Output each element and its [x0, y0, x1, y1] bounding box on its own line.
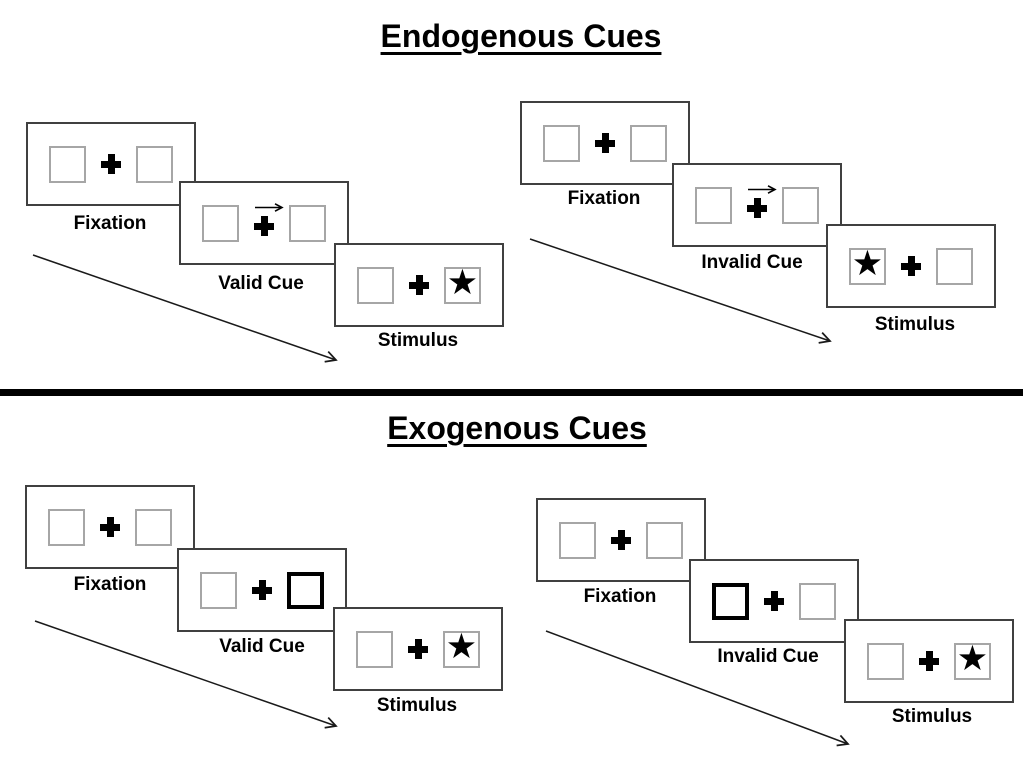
timeline-arrow-exogenous-invalid — [545, 630, 850, 747]
right-placeholder-box — [936, 247, 973, 285]
fixation-cross-icon — [901, 256, 921, 276]
left-placeholder-box — [357, 266, 394, 304]
panel-exogenous-valid-stimulus: ★ — [333, 607, 503, 691]
panel-exogenous-valid-cue — [177, 548, 347, 632]
cue-arrow-icon — [255, 203, 284, 212]
section-divider — [0, 389, 1023, 396]
cue-arrow-icon — [748, 185, 777, 194]
right-target-box: ★ — [444, 262, 481, 304]
left-placeholder-box — [695, 186, 732, 224]
label-exogenous-valid-stimulus: Stimulus — [376, 695, 458, 716]
fixation-cross-icon — [919, 651, 939, 671]
left-placeholder-box — [200, 571, 237, 609]
right-placeholder-box — [630, 124, 667, 162]
label-endogenous-valid-fixation: Fixation — [73, 213, 147, 234]
left-placeholder-box — [356, 630, 393, 668]
left-placeholder-box — [867, 642, 904, 680]
target-star-icon: ★ — [445, 626, 478, 667]
left-cue-highlight-box — [712, 582, 749, 620]
left-placeholder-box — [202, 204, 239, 242]
panel-endogenous-invalid-fixation — [520, 101, 690, 185]
label-endogenous-invalid-fixation: Fixation — [567, 188, 641, 209]
right-target-box: ★ — [954, 638, 991, 680]
right-placeholder-box — [799, 582, 836, 620]
panel-endogenous-valid-cue — [179, 181, 349, 265]
fixation-cross-icon — [254, 216, 274, 236]
left-placeholder-box — [543, 124, 580, 162]
label-exogenous-valid-cue: Valid Cue — [219, 636, 305, 657]
central-cue-group — [736, 184, 778, 218]
fixation-cross-icon — [252, 580, 272, 600]
target-star-icon: ★ — [851, 243, 884, 284]
label-endogenous-invalid-stimulus: Stimulus — [874, 314, 956, 335]
label-exogenous-invalid-fixation: Fixation — [583, 586, 657, 607]
label-exogenous-valid-fixation: Fixation — [73, 574, 147, 595]
central-cue-group — [243, 202, 285, 236]
fixation-cross-icon — [595, 133, 615, 153]
target-star-icon: ★ — [446, 262, 479, 303]
left-placeholder-box — [49, 145, 86, 183]
fixation-cross-icon — [408, 639, 428, 659]
fixation-cross-icon — [100, 517, 120, 537]
section-title-exogenous: Exogenous Cues — [387, 410, 647, 446]
left-target-box: ★ — [849, 243, 886, 285]
right-placeholder-box — [782, 186, 819, 224]
left-placeholder-box — [559, 521, 596, 559]
right-placeholder-box — [135, 508, 172, 546]
right-placeholder-box — [136, 145, 173, 183]
fixation-cross-icon — [409, 275, 429, 295]
label-exogenous-invalid-cue: Invalid Cue — [717, 646, 819, 667]
fixation-cross-icon — [101, 154, 121, 174]
right-cue-highlight-box — [287, 571, 324, 609]
fixation-cross-icon — [764, 591, 784, 611]
right-target-box: ★ — [443, 626, 480, 668]
right-placeholder-box — [646, 521, 683, 559]
panel-endogenous-valid-stimulus: ★ — [334, 243, 504, 327]
panel-exogenous-valid-fixation — [25, 485, 195, 569]
section-title-endogenous: Endogenous Cues — [380, 18, 662, 54]
panel-exogenous-invalid-stimulus: ★ — [844, 619, 1014, 703]
fixation-cross-icon — [747, 198, 767, 218]
fixation-cross-icon — [611, 530, 631, 550]
panel-exogenous-invalid-cue — [689, 559, 859, 643]
panel-endogenous-invalid-cue — [672, 163, 842, 247]
target-star-icon: ★ — [956, 638, 989, 679]
right-placeholder-box — [289, 204, 326, 242]
label-endogenous-valid-stimulus: Stimulus — [377, 330, 459, 351]
panel-endogenous-valid-fixation — [26, 122, 196, 206]
panel-endogenous-invalid-stimulus: ★ — [826, 224, 996, 308]
label-endogenous-valid-cue: Valid Cue — [218, 273, 304, 294]
timeline-arrow-endogenous-invalid — [529, 238, 832, 344]
label-exogenous-invalid-stimulus: Stimulus — [891, 706, 973, 727]
timeline-arrow-endogenous-valid — [32, 254, 338, 363]
panel-exogenous-invalid-fixation — [536, 498, 706, 582]
label-endogenous-invalid-cue: Invalid Cue — [701, 252, 803, 273]
left-placeholder-box — [48, 508, 85, 546]
timeline-arrow-exogenous-valid — [34, 620, 338, 729]
